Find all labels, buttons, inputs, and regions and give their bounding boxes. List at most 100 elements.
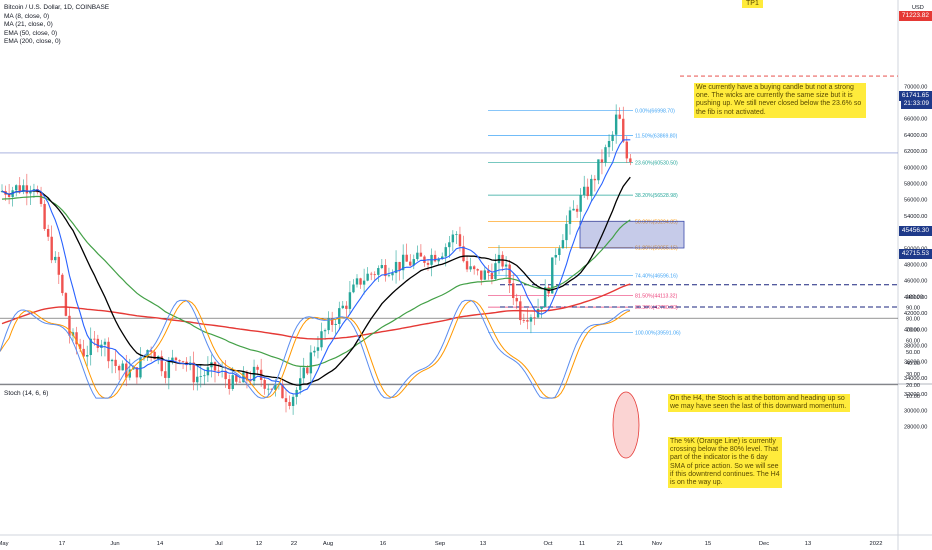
- candle-body: [352, 284, 355, 293]
- stoch-tick-label: 10.00: [906, 394, 920, 400]
- candle-body: [139, 357, 142, 378]
- y-tick-label: 32000.00: [904, 392, 927, 398]
- candle-body: [178, 360, 181, 362]
- candle-body: [604, 147, 607, 163]
- current-price-tag: 61741.65: [898, 91, 932, 101]
- candle-body: [174, 357, 178, 361]
- candle-body: [128, 369, 131, 378]
- chart-legend: Bitcoin / U.S. Dollar, 1D, COINBASE MA (…: [4, 4, 109, 47]
- candle-body: [543, 287, 547, 307]
- x-tick-label: 13: [805, 541, 811, 547]
- candle-body: [50, 236, 53, 261]
- candle-body: [515, 298, 518, 302]
- candle-body: [117, 365, 121, 371]
- x-tick-label: May: [0, 541, 9, 547]
- level-high-tag: 45456.30: [898, 226, 932, 236]
- y-tick-label: 70000.00: [904, 84, 927, 90]
- candle-body: [54, 256, 57, 261]
- legend-ema50: EMA (50, close, 0): [4, 29, 58, 37]
- y-tick-label: 38000.00: [904, 344, 927, 350]
- candle-body: [586, 186, 589, 197]
- candle-body: [359, 278, 362, 285]
- candle-body: [302, 367, 305, 379]
- candle-body: [629, 158, 632, 163]
- candle-body: [398, 261, 401, 271]
- candle-body: [39, 192, 43, 204]
- fib-level-label: 100.00%(39591.06): [635, 330, 681, 336]
- note-main: We currently have a buying candle but no…: [694, 83, 866, 118]
- ema50-line: [1, 195, 631, 368]
- candle-body: [540, 306, 543, 309]
- fib-level-label: 23.60%(60530.50): [635, 161, 678, 167]
- candle-body: [309, 352, 313, 374]
- fib-level-label: 38.20%(56528.98): [635, 193, 678, 199]
- candle-body: [487, 270, 490, 274]
- candle-body: [572, 208, 575, 211]
- candle-body: [267, 388, 270, 390]
- candle-body: [565, 223, 568, 241]
- candle-body: [345, 305, 348, 309]
- candle-body: [583, 186, 586, 196]
- candle-body: [284, 398, 288, 403]
- candle-body: [29, 191, 32, 194]
- y-tick-label: 66000.00: [904, 117, 927, 123]
- candle-body: [281, 383, 284, 399]
- candle-body: [61, 274, 64, 294]
- y-tick-label: 44000.00: [904, 295, 927, 301]
- candle-body: [96, 338, 100, 348]
- stoch-legend: Stoch (14, 6, 6): [4, 390, 49, 397]
- candle-body: [412, 259, 415, 266]
- candle-body: [416, 252, 419, 260]
- candle-body: [107, 341, 110, 362]
- y-tick-label: 36000.00: [904, 360, 927, 366]
- candle-body: [334, 323, 337, 325]
- candle-body: [142, 356, 146, 358]
- candle-body: [405, 254, 408, 262]
- candle-body: [245, 372, 249, 381]
- candle-body: [437, 258, 440, 262]
- target-price-tag: 71223.82: [898, 11, 932, 21]
- candle-body: [384, 265, 387, 277]
- fib-level-label: 86.30%(42700.90): [635, 305, 678, 311]
- fib-level-label: 11.50%(63869.80): [635, 134, 678, 140]
- candle-body: [508, 264, 511, 284]
- candle-body: [597, 159, 600, 181]
- y-tick-label: 58000.00: [904, 182, 927, 188]
- candle-body: [568, 210, 572, 224]
- candle-body: [15, 185, 18, 191]
- candle-body: [607, 140, 611, 148]
- stoch-tick-label: 30.00: [906, 372, 920, 378]
- candle-body: [164, 371, 167, 378]
- x-tick-label: 16: [380, 541, 386, 547]
- candle-body: [121, 363, 124, 371]
- candle-body: [249, 380, 252, 382]
- x-tick-label: 14: [157, 541, 164, 547]
- candle-body: [451, 234, 455, 243]
- candle-body: [93, 338, 96, 340]
- x-tick-label: Jun: [110, 541, 119, 547]
- candle-body: [306, 367, 309, 374]
- candle-body: [68, 315, 71, 336]
- candle-body: [18, 185, 21, 193]
- candle-body: [362, 280, 366, 285]
- candle-body: [625, 141, 628, 159]
- candle-body: [316, 347, 320, 351]
- ma8-line: [1, 139, 631, 395]
- candle-body: [522, 320, 526, 321]
- candle-body: [270, 388, 273, 390]
- candles: [0, 104, 632, 415]
- candle-body: [313, 350, 316, 353]
- candle-body: [387, 275, 391, 277]
- stoch-tick-label: 80.00: [906, 317, 920, 323]
- x-tick-label: 21: [617, 541, 623, 547]
- candle-body: [426, 262, 430, 265]
- candle-body: [171, 357, 174, 362]
- stoch-tick-label: 40.00: [906, 361, 920, 367]
- axis-unit-label: USD: [912, 5, 924, 11]
- candle-body: [192, 362, 195, 383]
- candle-body: [551, 257, 554, 294]
- target-label: TP1: [742, 0, 763, 9]
- candle-body: [444, 247, 447, 257]
- candle-body: [153, 351, 156, 360]
